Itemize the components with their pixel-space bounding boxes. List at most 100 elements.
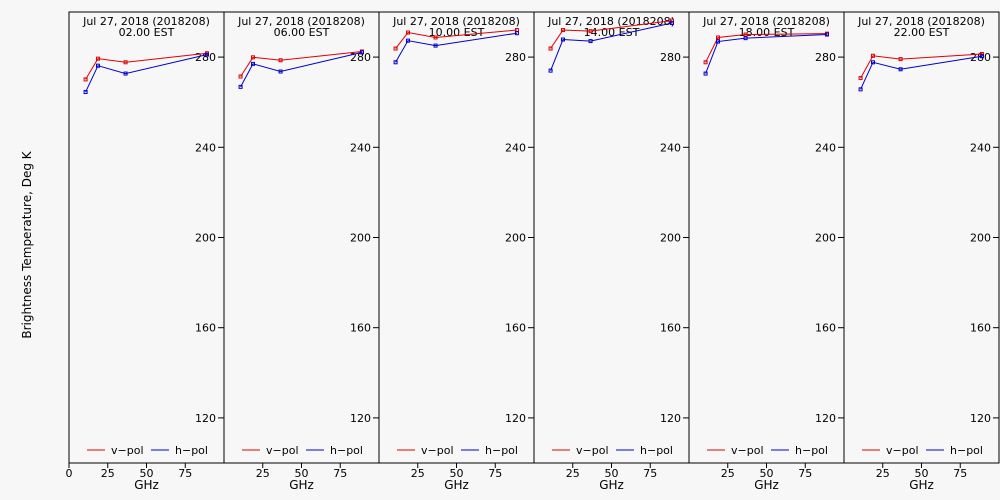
panel-6-subtitle: 22.00 EST	[894, 26, 950, 39]
panel-6-h-pol-point	[858, 87, 863, 92]
panel-6-ytick-label: 240	[970, 141, 991, 154]
panel-2-title: Jul 27, 2018 (2018208)	[237, 15, 365, 28]
panel-4-ytick-label: 120	[660, 412, 681, 425]
panel-4-ytick-label: 200	[660, 232, 681, 245]
panel-4-v-pol-point	[548, 46, 553, 51]
panel-5-v-pol-point	[703, 60, 708, 65]
panel-6-legend-v-label: v−pol	[886, 444, 919, 457]
panel-1-v-pol-point	[83, 77, 88, 82]
panel-1-legend-v-label: v−pol	[111, 444, 144, 457]
panel-3-xlabel: GHz	[444, 478, 469, 492]
panel-4-v-pol-line	[550, 20, 673, 49]
panel-6-v-pol-line	[860, 53, 982, 79]
panel-1-ytick-label: 240	[195, 141, 216, 154]
panel-2-ytick-label: 200	[350, 232, 371, 245]
panel-1-v-pol-point	[95, 56, 100, 61]
panel-5-xtick-label: 25	[721, 467, 735, 480]
panel-2-h-pol-point	[238, 84, 243, 89]
panel-1-ytick-label: 200	[195, 232, 216, 245]
panel-1-ytick-label: 120	[195, 412, 216, 425]
panel-4-ytick-label: 280	[660, 51, 681, 64]
panel-2-v-pol-point	[238, 74, 243, 79]
panel-6-xlabel: GHz	[909, 478, 934, 492]
panel-2-v-pol-point	[278, 58, 283, 63]
panel-6-h-pol-point	[898, 67, 903, 72]
panel-5-v-pol-line	[705, 33, 827, 63]
panel-6-h-pol-point	[979, 54, 984, 59]
panel-3-subtitle: 10.00 EST	[429, 26, 485, 39]
panel-4-h-pol-point	[588, 39, 593, 44]
panel-4-subtitle: 14.00 EST	[584, 26, 640, 39]
panel-1-xtick-label: 75	[178, 467, 192, 480]
panel-3-h-pol-point	[514, 31, 519, 36]
panel-3-ytick-label: 120	[505, 412, 526, 425]
panel-1-h-pol-point	[204, 52, 209, 57]
panel-3-legend-v-label: v−pol	[421, 444, 454, 457]
panel-5-h-pol-line	[705, 34, 827, 74]
panel-3-v-pol-point	[405, 30, 410, 35]
panel-1-v-pol-line	[85, 52, 208, 80]
panel-6-h-pol-line	[860, 55, 983, 90]
panel-4-legend-v-label: v−pol	[576, 444, 609, 457]
panel-5-title: Jul 27, 2018 (2018208)	[702, 15, 830, 28]
panel-5-v-pol-point	[715, 35, 720, 40]
panel-6-title: Jul 27, 2018 (2018208)	[857, 15, 985, 28]
panel-1-h-pol-point	[123, 71, 128, 76]
panel-3-h-pol-point	[393, 60, 398, 65]
panel-6-xtick-label: 75	[953, 467, 967, 480]
panel-4-h-pol-line	[550, 22, 673, 71]
panel-6-h-pol-point	[870, 60, 875, 65]
panel-4-xtick-label: 50	[605, 467, 619, 480]
panel-2-legend-h-label: h−pol	[330, 444, 363, 457]
panel-6-ytick-label: 200	[970, 232, 991, 245]
panel-5-h-pol-point	[715, 39, 720, 44]
panel-2-xlabel: GHz	[289, 478, 314, 492]
panel-6-legend-h-label: h−pol	[950, 444, 983, 457]
panel-2-xtick-label: 50	[295, 467, 309, 480]
panel-2-xtick-label: 75	[333, 467, 347, 480]
panel-5-ytick-label: 120	[815, 412, 836, 425]
panel-5-ytick-label: 240	[815, 141, 836, 154]
panel-1-v-pol-point	[123, 60, 128, 65]
panel-6-v-pol-point	[858, 76, 863, 81]
panel-4-ytick-label: 240	[660, 141, 681, 154]
panel-4-legend-h-label: h−pol	[640, 444, 673, 457]
panel-3-ytick-label: 280	[505, 51, 526, 64]
panel-6-v-pol-point	[898, 57, 903, 62]
panel-5-ytick-label: 200	[815, 232, 836, 245]
panel-1-legend-h-label: h−pol	[175, 444, 208, 457]
panel-5-v-pol-point	[743, 32, 748, 37]
panel-2-legend-v-label: v−pol	[266, 444, 299, 457]
panel-5-h-pol-point	[743, 36, 748, 41]
panel-5-xlabel: GHz	[754, 478, 779, 492]
panel-3-h-pol-point	[433, 43, 438, 48]
panel-1-h-pol-point	[83, 90, 88, 95]
panel-3-xtick-label: 25	[411, 467, 425, 480]
panel-5-legend-h-label: h−pol	[795, 444, 828, 457]
panel-4-xlabel: GHz	[599, 478, 624, 492]
panel-5-h-pol-point	[703, 71, 708, 76]
panel-1-xtick-label: 25	[101, 467, 115, 480]
panel-2-ytick-label: 120	[350, 412, 371, 425]
panel-2-xtick-label: 25	[256, 467, 270, 480]
panel-3-xtick-label: 75	[488, 467, 502, 480]
panel-2-h-pol-point	[359, 50, 364, 55]
y-axis-label: Brightness Temperature, Deg K	[20, 150, 34, 338]
panel-4-xtick-label: 25	[566, 467, 580, 480]
panel-5-legend-v-label: v−pol	[731, 444, 764, 457]
panel-6-ytick-label: 120	[970, 412, 991, 425]
panel-2-v-pol-point	[250, 55, 255, 60]
panel-4-ytick-label: 160	[660, 322, 681, 335]
panel-1-ytick-label: 160	[195, 322, 216, 335]
panel-1-title: Jul 27, 2018 (2018208)	[82, 15, 210, 28]
panel-5-xtick-label: 75	[798, 467, 812, 480]
panel-5-ytick-label: 160	[815, 322, 836, 335]
panel-4-h-pol-point	[669, 21, 674, 26]
panel-2-subtitle: 06.00 EST	[274, 26, 330, 39]
panel-3-ytick-label: 200	[505, 232, 526, 245]
panel-5-h-pol-point	[824, 32, 829, 37]
panel-4-h-pol-point	[560, 37, 565, 42]
panel-1-h-pol-line	[85, 54, 208, 93]
panel-3-v-pol-point	[393, 46, 398, 51]
